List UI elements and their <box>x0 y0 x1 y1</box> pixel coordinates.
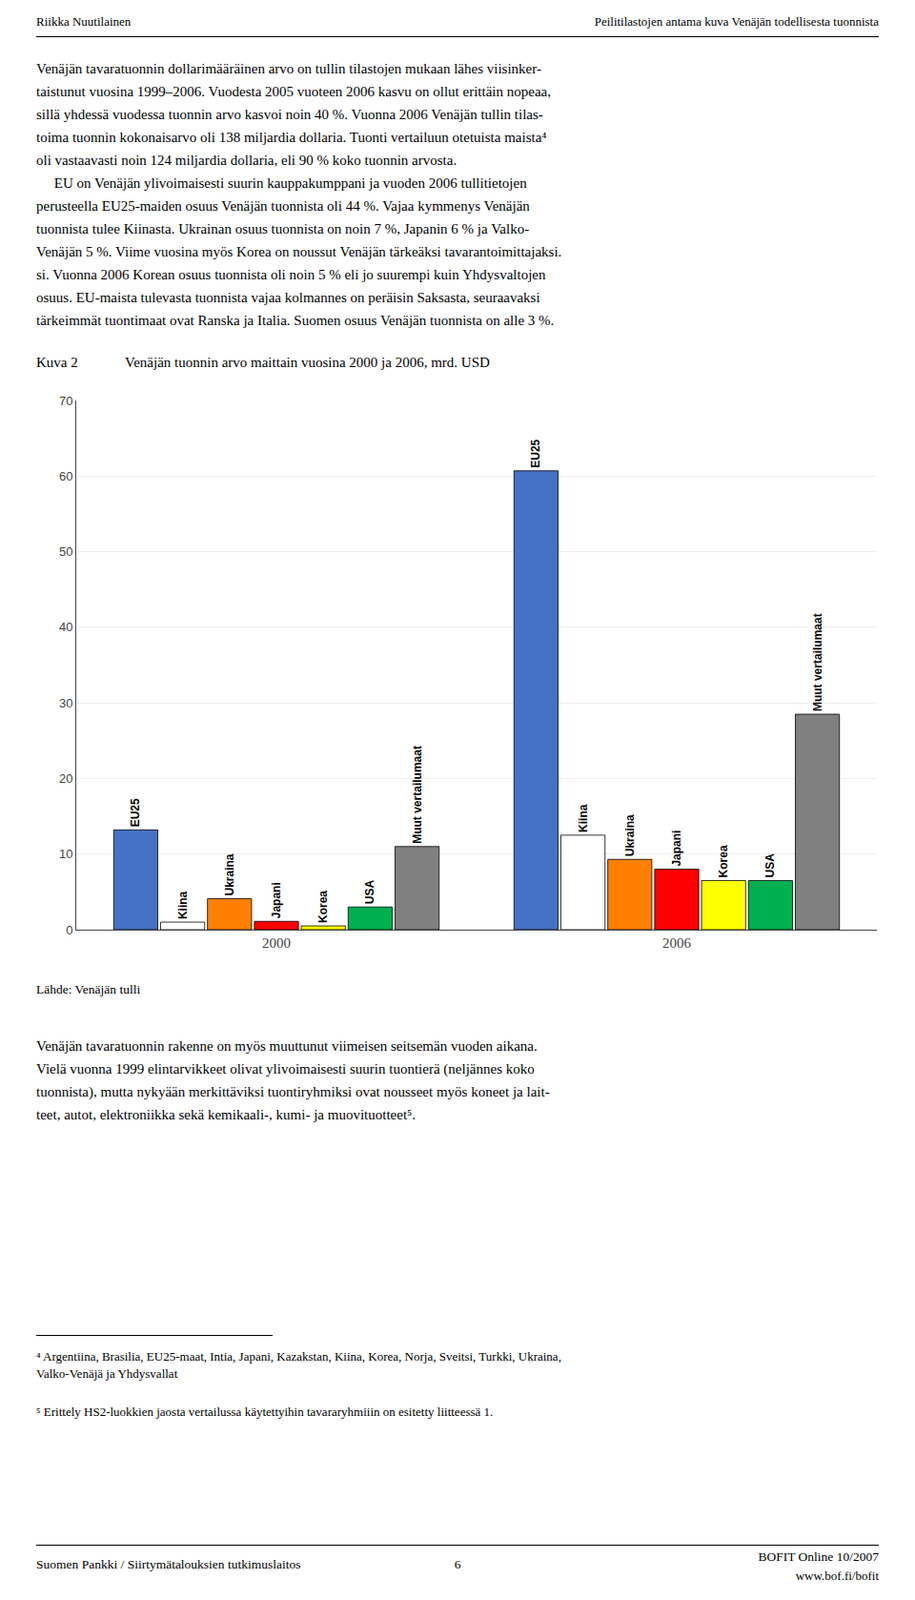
svg-text:20: 20 <box>59 771 73 786</box>
svg-text:50: 50 <box>59 544 73 559</box>
svg-text:Korea: Korea <box>716 844 731 877</box>
html-text:Riikka Nuutilainen: Riikka Nuutilainen <box>36 14 131 29</box>
svg-text:70: 70 <box>59 393 73 408</box>
svg-text:Kiina: Kiina <box>176 890 190 919</box>
svg-text:Muut vertailumaat: Muut vertailumaat <box>811 612 825 712</box>
svg-text:Japani: Japani <box>269 881 284 918</box>
html-text:⁵ Erittely HS2-luokkien jaosta: ⁵ Erittely HS2-luokkien jaosta vertailus… <box>36 1403 494 1419</box>
svg-text:EU25: EU25 <box>128 797 143 827</box>
svg-text:2006: 2006 <box>662 935 692 951</box>
html-text:www.bof.fi/bofit: www.bof.fi/bofit <box>795 1567 879 1583</box>
html-text:6: 6 <box>454 1556 461 1571</box>
svg-text:EU25: EU25 <box>528 438 543 468</box>
svg-text:Korea: Korea <box>316 890 330 923</box>
svg-text:10: 10 <box>59 846 73 861</box>
svg-text:USA: USA <box>363 879 377 905</box>
html-text:Lähde: Venäjän tulli: Lähde: Venäjän tulli <box>36 981 141 997</box>
html-text:Venäjän tavaratuonnin rakenne: Venäjän tavaratuonnin rakenne on myös mu… <box>36 1037 550 1122</box>
html-text:⁴ Argentiina, Brasilia, EU25-m: ⁴ Argentiina, Brasilia, EU25-maat, Intia… <box>36 1348 562 1380</box>
svg-text:40: 40 <box>59 619 73 634</box>
svg-text:Ukraina: Ukraina <box>623 813 637 856</box>
svg-text:Japani: Japani <box>670 830 684 867</box>
svg-text:Muut vertailumaat: Muut vertailumaat <box>410 745 425 844</box>
html-text:Suomen Pankki / Siirtymätalouk: Suomen Pankki / Siirtymätalouksien tutki… <box>36 1556 301 1571</box>
html-text:Venäjän tuonnin arvo maittain: Venäjän tuonnin arvo maittain vuosina 20… <box>124 354 490 370</box>
html-text:Peilitilastojen antama kuva Ve: Peilitilastojen antama kuva Venäjän tode… <box>594 14 879 29</box>
svg-text:USA: USA <box>763 853 777 878</box>
html-text:Venäjän tavaratuonnin dollarim: Venäjän tavaratuonnin dollarimääräinen a… <box>36 61 562 328</box>
svg-text:0: 0 <box>65 922 73 937</box>
html-text:BOFIT Online 10/2007: BOFIT Online 10/2007 <box>758 1548 879 1564</box>
svg-text:Ukraina: Ukraina <box>223 853 237 895</box>
svg-text:2000: 2000 <box>262 935 291 951</box>
svg-text:Kiina: Kiina <box>576 803 590 833</box>
svg-text:60: 60 <box>59 468 73 484</box>
html-text:Kuva 2: Kuva 2 <box>36 354 78 370</box>
svg-text:30: 30 <box>59 695 73 711</box>
